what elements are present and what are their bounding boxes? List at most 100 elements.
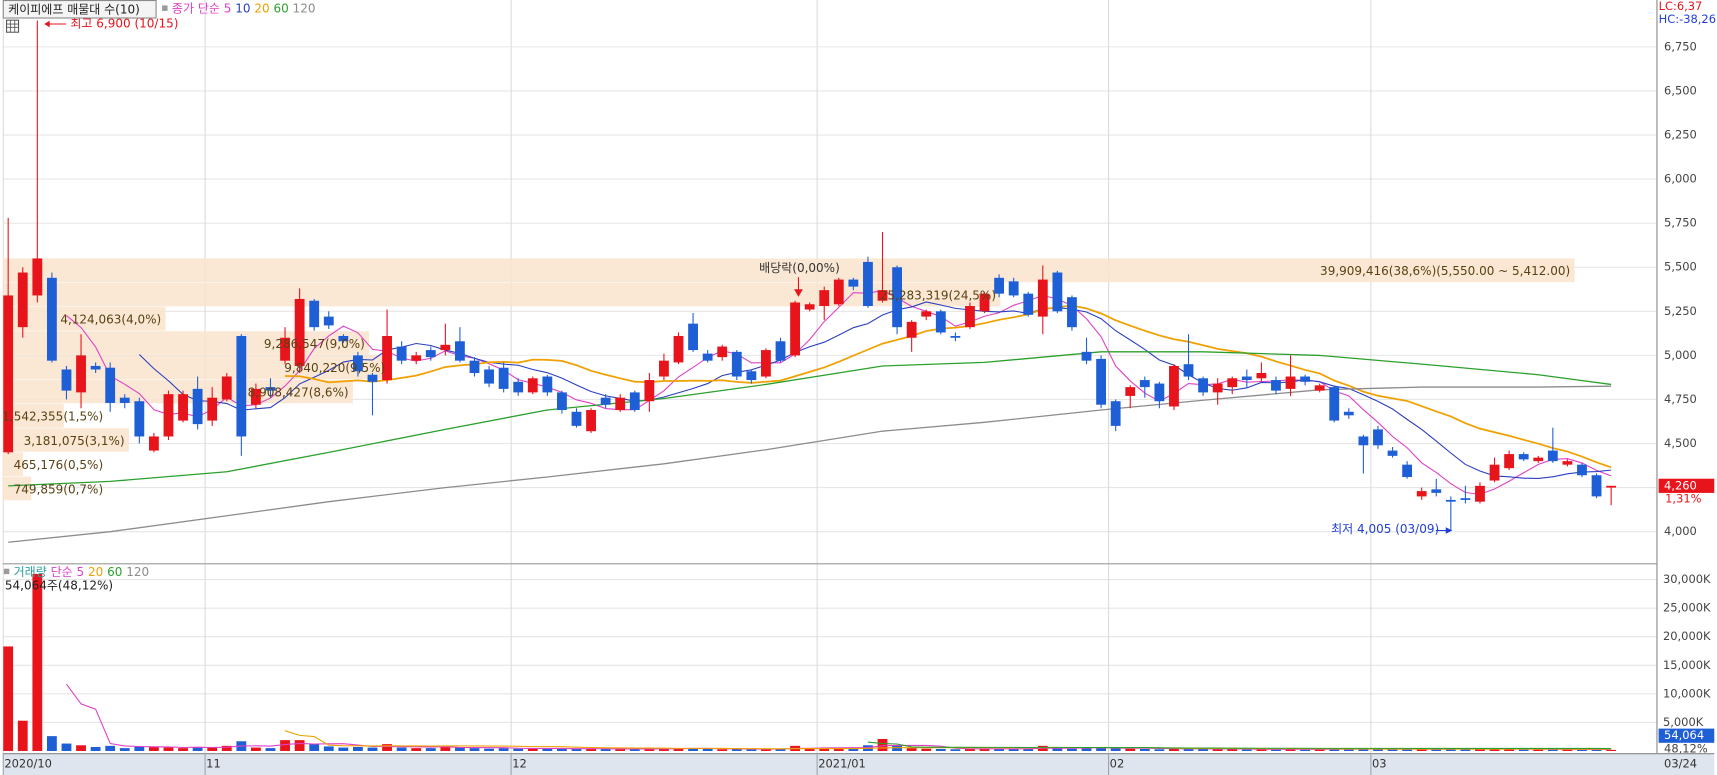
candle-body (498, 367, 509, 389)
volume-band (2, 452, 24, 477)
y-tick-label: 6,000 (1664, 172, 1697, 186)
legend-item: 10 (235, 1, 250, 15)
candle-body (411, 355, 422, 361)
volume-bar (1416, 749, 1427, 751)
y-tick-label: 5,500 (1664, 260, 1697, 274)
candle-body (1256, 373, 1267, 379)
volume-bar (1212, 749, 1223, 751)
calc-icon-grid (7, 20, 19, 32)
candle-body (1431, 489, 1442, 493)
candle-body (746, 371, 757, 381)
y-tick-label: 5,000 (1664, 348, 1697, 362)
volume-bar (1285, 748, 1296, 751)
volume-bar (1256, 749, 1267, 751)
volume-bar (353, 746, 363, 751)
y-tick-label: 5,750 (1664, 216, 1697, 230)
volume-bar (644, 748, 655, 751)
candle-body (877, 290, 888, 301)
volume-bar (1387, 749, 1398, 751)
volume-bar (950, 749, 961, 751)
volume-bar (46, 736, 57, 751)
candle-body (1110, 401, 1121, 426)
candle-body (994, 277, 1005, 294)
volume-bar (1373, 749, 1383, 751)
candle-body (207, 397, 218, 421)
volume-bar (688, 748, 698, 751)
y-tick-label: 5,000K (1663, 715, 1704, 729)
volume-band (2, 258, 1575, 283)
volume-bar (294, 740, 305, 751)
volume-bar (1489, 748, 1500, 751)
volume-bar (265, 748, 276, 751)
candle-body (1067, 297, 1077, 328)
candle-body (1241, 376, 1252, 381)
volume-bar (1271, 749, 1281, 751)
ma-line (284, 304, 1612, 469)
candle-body (382, 335, 392, 381)
candle-body (527, 378, 538, 393)
volume-bar (1460, 749, 1471, 751)
candle-body (1547, 450, 1558, 462)
ma-line (8, 385, 1612, 543)
candle-body (1008, 281, 1019, 296)
volume-bar (323, 746, 334, 751)
band-label: 465,176(0,5%) (14, 458, 103, 472)
volume-ma-line (867, 741, 1612, 750)
axis-panel (1656, 0, 1715, 754)
volume-bar (659, 748, 669, 751)
y-tick-label: 4,750 (1664, 392, 1697, 406)
volume-bar (1431, 749, 1442, 751)
candle-body (1125, 387, 1136, 396)
volume-bar (1300, 749, 1311, 751)
volume-bar (469, 748, 480, 751)
legend-item: 단순 (198, 1, 220, 15)
volume-bar (1110, 747, 1121, 751)
volume-bar (1475, 748, 1485, 751)
candle-body (644, 380, 655, 402)
volume-bar (600, 748, 611, 751)
candle-body (1081, 351, 1092, 361)
x-tick-label: 2021/01 (818, 757, 866, 771)
volume-bar (731, 748, 742, 751)
x-tick-label: 03 (1372, 757, 1387, 771)
candle-body (935, 311, 946, 333)
volume-bar (1533, 749, 1544, 751)
volume-bar (571, 748, 582, 751)
candle-body (163, 394, 174, 437)
candle-body (892, 267, 902, 328)
candle-body (542, 376, 553, 393)
candle-body (469, 360, 480, 374)
candle-body (105, 367, 116, 403)
candle-body (1285, 376, 1296, 389)
band-label: 1,542,355(1,5%) (2, 410, 103, 424)
candle-body (1271, 380, 1281, 391)
volume-bar (119, 748, 130, 751)
candle-body (1037, 279, 1048, 317)
x-tick-label: 11 (206, 757, 221, 771)
legend-item: 종가 (172, 1, 194, 15)
legend-item: 단순 (51, 564, 73, 578)
volume-bar (775, 748, 786, 751)
candle-body (17, 272, 28, 328)
candle-body (396, 346, 407, 361)
legend-icon (3, 568, 10, 575)
volume-bar (498, 748, 509, 751)
candle-body (455, 341, 465, 361)
volume-band (2, 282, 1001, 307)
candle-body (440, 344, 451, 351)
volume-bar (411, 748, 422, 751)
y-tick-label: 6,500 (1664, 83, 1697, 97)
candle-body (702, 353, 713, 361)
volume-band (2, 476, 32, 501)
candle-body (76, 355, 86, 393)
candle-body (192, 388, 203, 425)
volume-bar (1169, 748, 1179, 751)
legend-item: 60 (273, 1, 288, 15)
band-label: 25,283,319(24,5%) (880, 288, 996, 302)
volume-bar (61, 743, 72, 751)
band-label: 749,859(0,7%) (14, 482, 103, 496)
volume-bar (1023, 748, 1034, 751)
candle-body (673, 335, 684, 363)
volume-bar (848, 748, 859, 751)
